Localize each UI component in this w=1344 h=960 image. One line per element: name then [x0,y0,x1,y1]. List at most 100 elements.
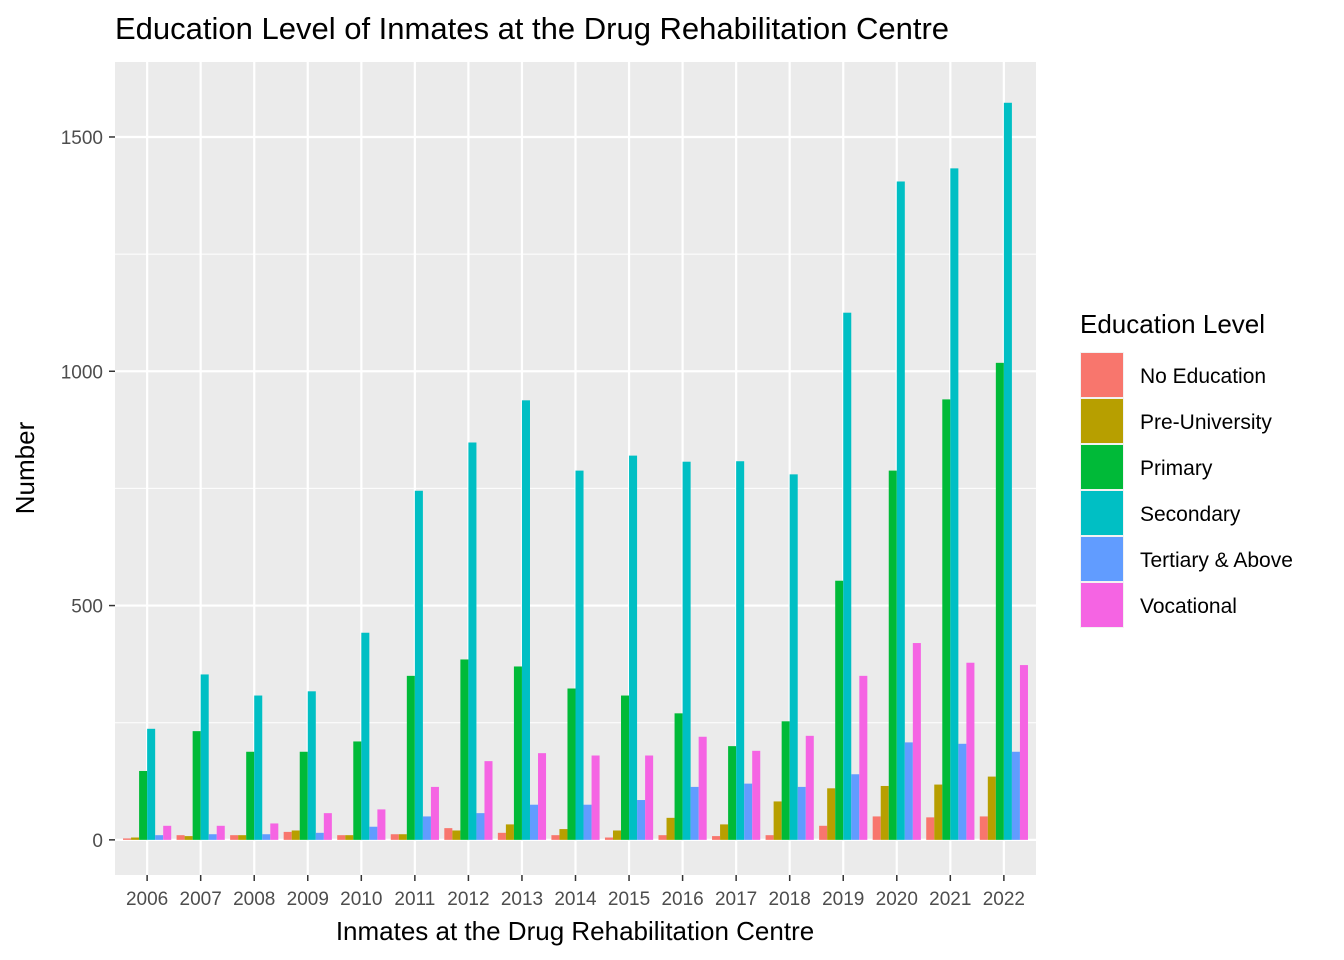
bar [736,461,745,840]
legend-label: Vocational [1140,595,1237,618]
bar [744,783,753,840]
bar [377,809,386,840]
bar [583,804,592,840]
bar [612,830,622,840]
x-tick-label: 2012 [447,889,489,910]
legend-label: Secondary [1140,503,1241,526]
legend-swatch [1081,491,1123,535]
bar [835,580,844,840]
bar [216,825,225,840]
bar [414,490,423,840]
chart-title: Education Level of Inmates at the Drug R… [115,11,949,46]
bar [604,837,613,840]
bar [728,746,737,840]
bar [406,675,415,840]
bar [987,776,996,840]
x-tick-label: 2006 [126,889,168,910]
bar [361,632,370,840]
bar [575,470,584,840]
bar [468,442,477,840]
bar [950,168,959,840]
bar [254,695,263,840]
y-axis-title: Number [10,421,40,514]
bar [176,835,185,840]
bar [765,835,774,840]
bar [896,181,905,840]
x-tick-label: 2011 [394,889,435,910]
bar [559,829,568,840]
y-tick-label: 1000 [61,362,103,383]
bar [712,836,721,840]
bar [452,830,461,840]
bar [238,835,247,840]
bar [192,731,201,840]
bar [551,835,560,840]
bar [131,837,140,840]
y-tick-label: 0 [92,831,103,852]
bar [345,835,354,840]
bar [637,800,646,840]
legend-swatch [1081,445,1123,489]
legend-swatch [1081,353,1123,397]
bar [1011,751,1020,840]
bar [246,751,255,840]
bar [888,470,897,840]
bar [979,816,988,840]
bar [781,721,790,840]
bar [912,643,921,840]
bar [851,774,860,840]
bar [934,784,943,840]
bar [291,830,300,840]
bar [1003,102,1012,840]
bar [484,761,493,840]
bar [797,786,806,840]
bar [690,786,699,840]
bar [720,824,729,840]
bar-layer [123,102,1028,840]
bar [805,735,814,840]
x-tick-label: 2009 [287,889,329,910]
bar [591,755,600,840]
x-tick-label: 2015 [608,889,650,910]
bar [155,835,164,840]
bar [299,751,308,840]
bar [147,728,156,840]
bar [880,785,889,840]
bar [529,804,539,840]
bar [230,835,239,840]
bar [789,474,798,840]
bar [353,741,362,840]
bar [872,816,881,840]
legend-swatch [1081,399,1123,443]
bar [476,813,485,840]
x-tick-label: 2021 [929,889,971,910]
bar [123,838,132,840]
bar [163,825,172,840]
bar [995,362,1004,840]
bar [621,695,630,840]
bar [538,753,547,840]
legend-swatch [1081,583,1123,627]
bar [369,826,378,840]
bar [958,743,967,840]
bar [1019,665,1028,840]
bar [658,835,667,840]
y-tick-label: 500 [71,597,103,618]
x-tick-label: 2018 [769,889,811,910]
bar [819,825,828,840]
x-tick-label: 2014 [554,889,597,910]
legend: Education Level No Education Pre-Universi… [1080,309,1293,628]
legend-label: Tertiary & Above [1140,549,1293,572]
bar [139,770,148,840]
bar [505,824,514,840]
bar [390,834,399,840]
x-axis: 2006 2007 2008 2009 2010 2011 2012 2013 2014 2015… [126,875,1025,910]
y-axis: 0 500 1000 1500 [61,128,115,852]
x-tick-label: 2008 [233,889,275,910]
legend-label: No Education [1140,365,1266,388]
bar [859,675,868,840]
bar [337,835,346,840]
x-tick-label: 2013 [501,889,543,910]
bar [460,659,469,840]
